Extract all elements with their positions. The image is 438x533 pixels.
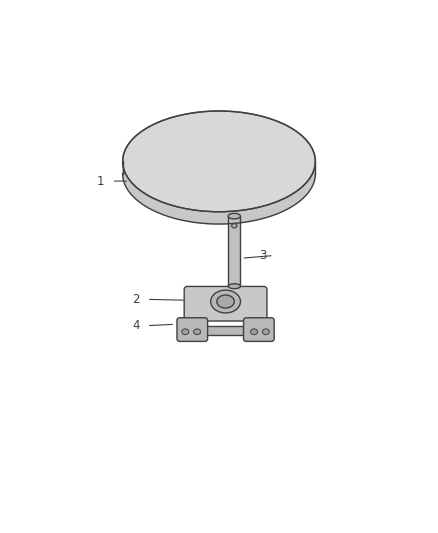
Ellipse shape: [232, 224, 237, 228]
Text: 2: 2: [132, 293, 140, 306]
Ellipse shape: [182, 329, 189, 335]
Ellipse shape: [194, 329, 201, 335]
Text: 1: 1: [97, 175, 105, 188]
FancyBboxPatch shape: [184, 286, 267, 321]
FancyBboxPatch shape: [244, 318, 274, 342]
Bar: [228, 216, 240, 286]
Ellipse shape: [262, 329, 269, 335]
Text: 4: 4: [132, 319, 140, 332]
Ellipse shape: [251, 329, 258, 335]
Text: 3: 3: [259, 249, 266, 262]
Ellipse shape: [228, 213, 240, 219]
Ellipse shape: [217, 295, 234, 308]
Bar: [205, 326, 246, 335]
FancyBboxPatch shape: [177, 318, 208, 342]
Polygon shape: [123, 161, 315, 224]
Ellipse shape: [211, 290, 240, 313]
Ellipse shape: [228, 284, 240, 289]
Ellipse shape: [123, 111, 315, 212]
